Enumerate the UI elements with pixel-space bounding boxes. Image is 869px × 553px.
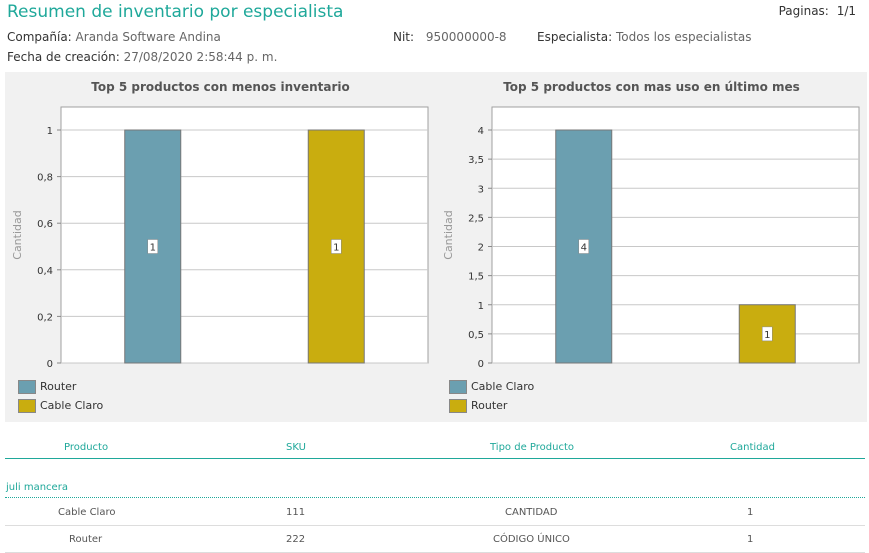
table-header: Producto SKU Tipo de Producto Cantidad xyxy=(5,430,865,459)
column-header-sku: SKU xyxy=(286,442,306,453)
cell-sku: 222 xyxy=(286,534,306,545)
cell-product: Router xyxy=(69,534,103,545)
company-value: Aranda Software Andina xyxy=(75,30,221,44)
creation-date-info: Fecha de creación: 27/08/2020 2:58:44 p.… xyxy=(7,50,277,64)
y-tick-label: 0,4 xyxy=(37,266,53,277)
pages-label: Paginas: xyxy=(778,4,829,18)
chart-panel-least-inventory: Top 5 productos con menos inventario 0 0,… xyxy=(5,72,436,422)
bar-chart-least-inventory: 0 0,2 0,4 0,6 0,8 1 Cantidad 1 1 xyxy=(11,106,429,370)
legend-item: Router xyxy=(18,377,103,396)
chart-title: Top 5 productos con menos inventario xyxy=(91,80,350,94)
data-label: 1 xyxy=(150,243,156,254)
plot-area xyxy=(60,106,429,364)
legend-label: Router xyxy=(40,380,77,393)
group-row-specialist: juli mancera xyxy=(5,476,865,498)
y-tick-label: 2,5 xyxy=(468,213,484,224)
column-header-product-type: Tipo de Producto xyxy=(490,442,574,453)
nit-label: Nit: xyxy=(393,30,415,44)
plot-area xyxy=(491,106,860,364)
legend-swatch xyxy=(18,379,36,394)
data-label: 1 xyxy=(764,330,770,341)
cell-product-type: CÓDIGO ÚNICO xyxy=(493,534,570,545)
legend-label: Cable Claro xyxy=(40,399,104,412)
cell-product: Cable Claro xyxy=(58,507,116,518)
creation-date-value: 27/08/2020 2:58:44 p. m. xyxy=(123,50,278,64)
company-label: Compañía: xyxy=(7,30,72,44)
table-row: Cable Claro 111 CANTIDAD 1 xyxy=(5,499,865,526)
nit-value: 950000000-8 xyxy=(425,30,507,44)
column-header-product: Producto xyxy=(64,442,109,453)
y-tick-label: 0 xyxy=(47,359,53,370)
data-label-box xyxy=(762,326,773,342)
y-tick-label: 2 xyxy=(478,243,484,254)
y-tick-label: 0,6 xyxy=(37,219,53,230)
y-axis-label: Cantidad xyxy=(11,210,24,259)
company-info: Compañía: Aranda Software Andina xyxy=(7,30,221,44)
data-label-box xyxy=(578,239,589,254)
data-label-box xyxy=(147,239,158,254)
cell-sku: 111 xyxy=(286,507,306,518)
y-tick-label: 0,5 xyxy=(468,330,484,341)
y-tick-label: 1 xyxy=(47,126,53,137)
nit-info: Nit: 950000000-8 xyxy=(393,30,507,44)
bar-chart-most-used: 0 0,5 1 1,5 2 2,5 3 3,5 4 Cantidad 4 1 xyxy=(442,106,860,370)
cell-quantity: 1 xyxy=(747,534,754,545)
chart-legend: Router Cable Claro xyxy=(18,377,103,415)
column-header-quantity: Cantidad xyxy=(730,442,775,453)
chart-legend: Cable Claro Router xyxy=(449,377,534,415)
data-label: 1 xyxy=(333,243,339,254)
cell-quantity: 1 xyxy=(747,507,754,518)
y-tick-label: 3,5 xyxy=(468,155,484,166)
group-label: juli mancera xyxy=(6,482,68,493)
y-tick-label: 1 xyxy=(478,301,484,312)
specialist-info: Especialista: Todos los especialistas xyxy=(537,30,752,44)
chart-title: Top 5 productos con mas uso en último me… xyxy=(503,80,800,94)
report-title: Resumen de inventario por especialista xyxy=(7,2,344,22)
y-tick-label: 1,5 xyxy=(468,272,484,283)
legend-swatch xyxy=(449,379,467,394)
page-indicator: Paginas: 1/1 xyxy=(779,4,856,18)
y-tick-label: 0,8 xyxy=(37,173,53,184)
legend-label: Router xyxy=(471,399,508,412)
legend-swatch xyxy=(18,398,36,413)
data-label-box xyxy=(331,239,342,254)
legend-swatch xyxy=(449,398,467,413)
specialist-label: Especialista: xyxy=(537,30,613,44)
specialist-value: Todos los especialistas xyxy=(615,30,752,44)
y-tick-label: 0,2 xyxy=(37,312,53,323)
data-label: 4 xyxy=(581,243,587,254)
cell-product-type: CANTIDAD xyxy=(505,507,558,518)
legend-item: Cable Claro xyxy=(449,377,534,396)
table-row: Router 222 CÓDIGO ÚNICO 1 xyxy=(5,526,865,553)
y-tick-label: 0 xyxy=(478,359,484,370)
chart-panel-most-used: Top 5 productos con mas uso en último me… xyxy=(436,72,867,422)
legend-item: Router xyxy=(449,396,534,415)
pages-value: 1/1 xyxy=(836,4,856,18)
y-tick-label: 4 xyxy=(478,126,484,137)
creation-date-label: Fecha de creación: xyxy=(7,50,120,64)
legend-label: Cable Claro xyxy=(471,380,535,393)
y-tick-label: 3 xyxy=(478,184,484,195)
y-axis-label: Cantidad xyxy=(442,210,455,259)
legend-item: Cable Claro xyxy=(18,396,103,415)
